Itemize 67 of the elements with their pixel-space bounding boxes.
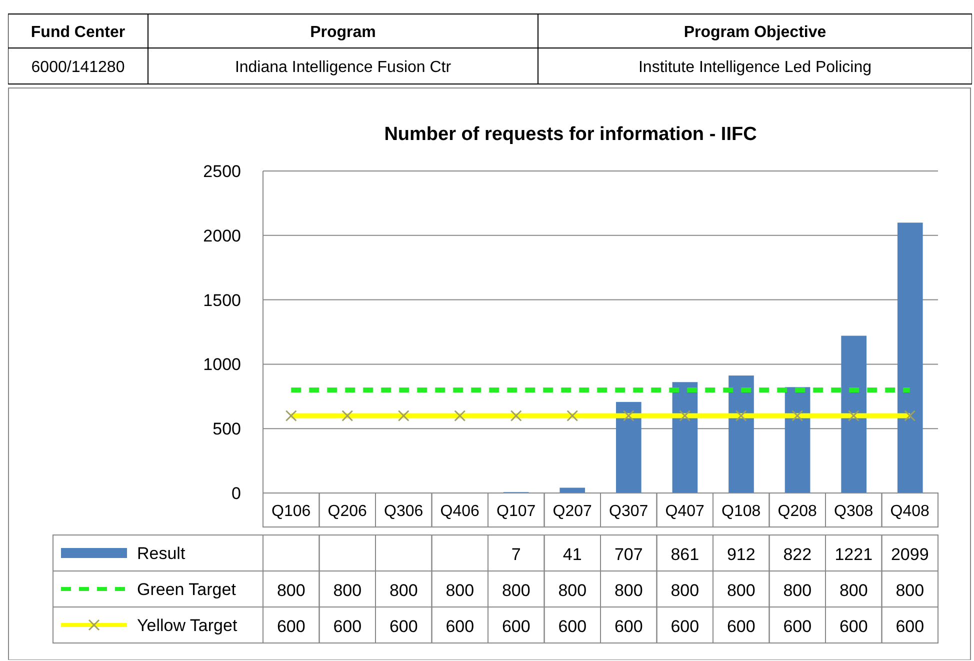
data-label: 600 [839, 617, 868, 636]
x-tick-label: Q106 [272, 503, 311, 520]
data-label: 600 [783, 617, 812, 636]
bar [672, 382, 698, 493]
data-label: 800 [446, 581, 474, 600]
data-label: 600 [614, 617, 643, 636]
data-label: 800 [333, 581, 362, 600]
y-tick-label: 2500 [203, 162, 241, 181]
x-tick-label: Q306 [384, 503, 424, 520]
data-label: 800 [389, 581, 418, 600]
data-label: 600 [502, 617, 530, 636]
y-tick-label: 0 [232, 484, 241, 503]
text: Program Objective [684, 24, 826, 41]
x-tick-label: Q407 [665, 503, 705, 520]
bar [784, 387, 810, 493]
data-label: 600 [389, 617, 418, 636]
y-tick-label: 1500 [203, 290, 241, 310]
x-tick-label: Q207 [552, 503, 592, 520]
y-tick-label: 2000 [203, 226, 241, 246]
text: Indiana Intelligence Fusion Ctr [234, 59, 452, 76]
data-label: 600 [670, 617, 700, 636]
data-label: 822 [783, 545, 812, 564]
x-tick-label: Q408 [890, 503, 930, 520]
x-tick-label: Q208 [778, 503, 818, 520]
chart-title: Number of requests for information - IIFC [384, 124, 758, 145]
data-label: 2099 [890, 545, 929, 564]
data-label: 600 [726, 617, 756, 636]
data-label: 600 [896, 617, 924, 636]
x-tick-label: Q107 [496, 503, 536, 520]
data-label: 800 [558, 581, 587, 600]
y-tick-label: 500 [212, 420, 241, 439]
data-label: 800 [670, 581, 700, 600]
bar [841, 336, 867, 493]
data-label: 800 [783, 581, 812, 600]
text: 6000/141280 [31, 59, 125, 76]
bar [560, 488, 586, 493]
data-label: 600 [333, 617, 362, 636]
data-label: 7 [511, 545, 521, 564]
legend-label: Result [137, 544, 186, 563]
x-tick-label: Q308 [834, 503, 874, 520]
legend-label: Yellow Target [137, 616, 238, 635]
data-label: 41 [562, 545, 582, 564]
data-label: 800 [502, 581, 530, 600]
data-label: 600 [276, 617, 306, 636]
data-label: 800 [896, 581, 924, 600]
x-tick-label: Q108 [722, 503, 761, 520]
legend-label: Green Target [137, 580, 236, 599]
data-label: 707 [614, 545, 643, 564]
data-label: 800 [614, 581, 643, 600]
x-tick-label: Q406 [440, 503, 480, 520]
y-tick-label: 1000 [203, 355, 241, 374]
bar [897, 222, 923, 493]
data-label: 912 [726, 545, 756, 564]
text: Fund Center [30, 24, 126, 41]
x-tick-label: Q206 [328, 503, 368, 520]
x-tick-label: Q307 [609, 503, 648, 520]
data-label: 1221 [834, 545, 873, 564]
bar [728, 376, 754, 493]
data-label: 600 [446, 617, 474, 636]
text: Institute Intelligence Led Policing [638, 59, 872, 76]
bar [616, 402, 642, 493]
text: Program [310, 24, 376, 41]
data-label: 800 [726, 581, 756, 600]
data-label: 800 [276, 581, 306, 600]
data-label: 600 [558, 617, 587, 636]
data-label: 861 [670, 545, 700, 564]
data-label: 800 [839, 581, 868, 600]
